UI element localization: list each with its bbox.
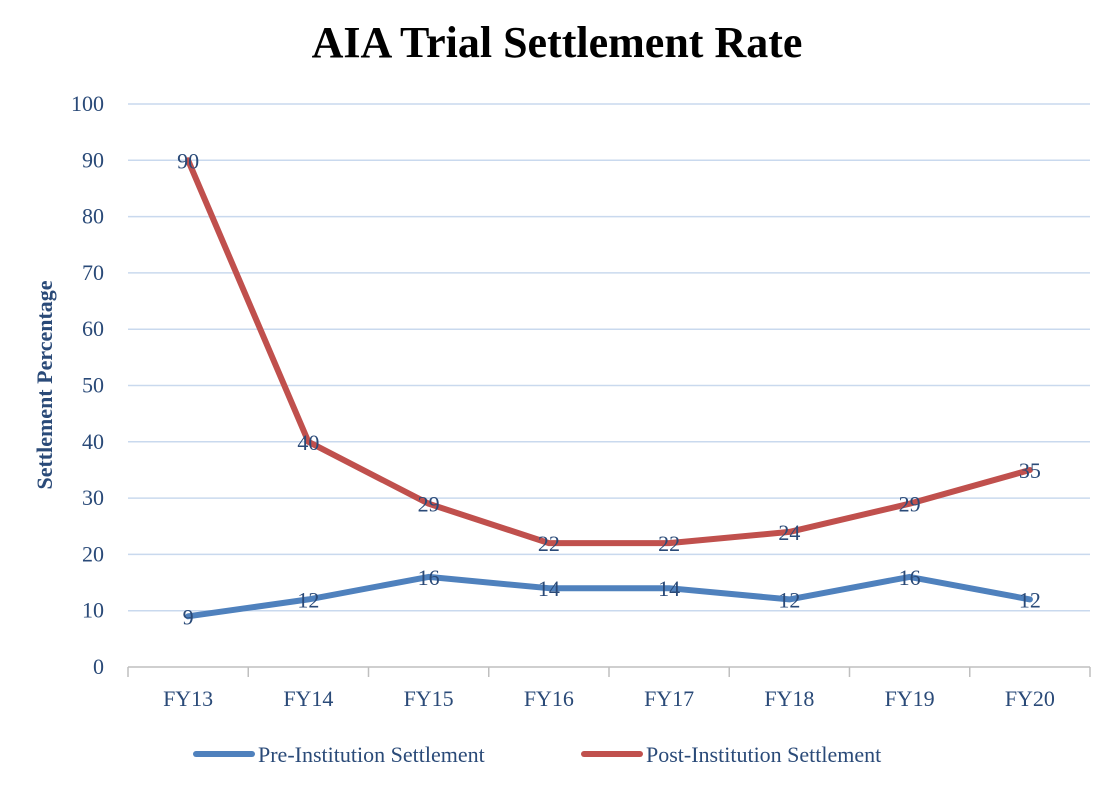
y-axis-label: Settlement Percentage bbox=[32, 280, 57, 489]
data-label: 12 bbox=[297, 587, 319, 612]
data-label: 14 bbox=[538, 576, 560, 601]
data-labels: 9 12 16 14 14 12 16 12 90 40 29 22 22 24 29 35 bbox=[177, 148, 1041, 629]
series-line-2 bbox=[185, 157, 1033, 547]
y-tick-label-60: 60 bbox=[82, 316, 104, 341]
data-label: 24 bbox=[778, 520, 800, 545]
axes bbox=[127, 666, 1091, 677]
gridlines bbox=[128, 103, 1090, 612]
x-tick-label-FY13: FY13 bbox=[163, 686, 213, 711]
x-axis-ticks: FY13 FY14 FY15 FY16 FY17 FY18 FY19 FY20 bbox=[163, 686, 1055, 711]
y-tick-label-100: 100 bbox=[71, 91, 104, 116]
y-tick-label-20: 20 bbox=[82, 541, 104, 566]
data-label: 40 bbox=[297, 430, 319, 455]
x-tick-label-FY20: FY20 bbox=[1005, 686, 1055, 711]
series-line-1 bbox=[185, 573, 1033, 620]
series-lines bbox=[185, 157, 1033, 620]
y-tick-label-50: 50 bbox=[82, 373, 104, 398]
legend: Pre-Institution Settlement Post-Instituti… bbox=[193, 742, 881, 767]
data-label: 12 bbox=[1019, 587, 1041, 612]
legend-label-2: Post-Institution Settlement bbox=[646, 742, 881, 767]
data-label: 9 bbox=[183, 604, 194, 629]
x-tick-label-FY15: FY15 bbox=[404, 686, 454, 711]
y-tick-label-90: 90 bbox=[82, 147, 104, 172]
y-tick-label-40: 40 bbox=[82, 429, 104, 454]
data-label: 16 bbox=[899, 565, 921, 590]
data-label: 29 bbox=[899, 492, 921, 517]
y-tick-label-80: 80 bbox=[82, 204, 104, 229]
x-tick-label-FY17: FY17 bbox=[644, 686, 694, 711]
data-label: 90 bbox=[177, 148, 199, 173]
data-label: 22 bbox=[538, 531, 560, 556]
y-tick-label-10: 10 bbox=[82, 598, 104, 623]
x-tick-label-FY16: FY16 bbox=[524, 686, 574, 711]
y-axis-ticks: 0 10 20 30 40 50 60 70 80 90 100 bbox=[71, 91, 104, 679]
x-tick-label-FY19: FY19 bbox=[885, 686, 935, 711]
data-label: 35 bbox=[1019, 458, 1041, 483]
data-label: 14 bbox=[658, 576, 680, 601]
data-label: 29 bbox=[418, 492, 440, 517]
y-tick-label-70: 70 bbox=[82, 260, 104, 285]
y-tick-label-0: 0 bbox=[93, 654, 104, 679]
legend-label-1: Pre-Institution Settlement bbox=[258, 742, 485, 767]
data-label: 22 bbox=[658, 531, 680, 556]
data-label: 16 bbox=[418, 565, 440, 590]
x-tick-label-FY14: FY14 bbox=[283, 686, 333, 711]
y-tick-label-30: 30 bbox=[82, 485, 104, 510]
chart-title: AIA Trial Settlement Rate bbox=[312, 18, 803, 67]
x-tick-label-FY18: FY18 bbox=[764, 686, 814, 711]
data-label: 12 bbox=[778, 587, 800, 612]
